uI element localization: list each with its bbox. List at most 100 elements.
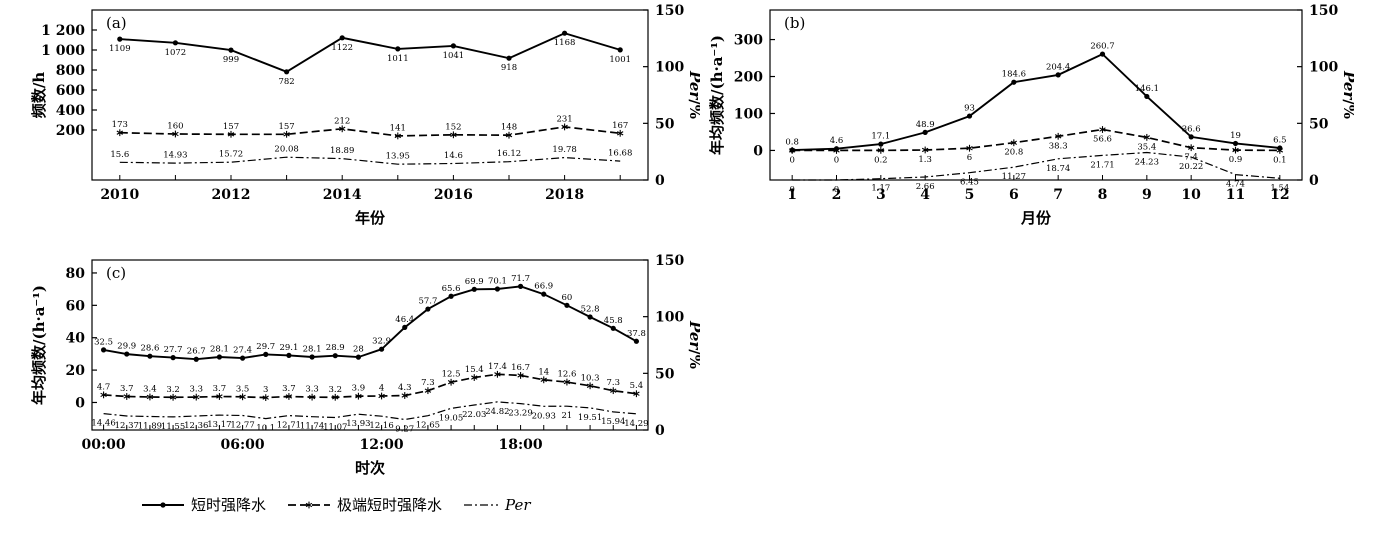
data-label: 4	[379, 384, 384, 394]
asterisk-marker	[332, 393, 339, 401]
x-tick-label: 11	[1226, 187, 1245, 203]
data-label: 782	[278, 77, 294, 87]
right-tick-label: 0	[655, 173, 665, 189]
legend-line-dashdot-icon	[464, 503, 499, 506]
data-label: 6.5	[1273, 136, 1287, 146]
data-label: 14.29	[624, 419, 648, 429]
dot-marker	[124, 351, 130, 357]
data-label: 70.1	[488, 276, 507, 286]
data-label: 23.29	[508, 409, 532, 419]
data-label: 57.7	[418, 297, 437, 307]
data-label: 14.93	[163, 151, 187, 161]
data-label: 48.9	[916, 120, 935, 130]
data-label: 29.7	[256, 342, 275, 352]
data-label: 3.3	[305, 385, 319, 395]
dot-marker	[966, 113, 973, 119]
asterisk-marker	[227, 130, 235, 138]
dot-marker	[100, 347, 107, 353]
asterisk-marker	[338, 125, 346, 133]
data-label: 11.07	[323, 422, 347, 432]
asterisk-marker	[447, 378, 455, 386]
data-label: 1001	[609, 55, 631, 65]
dot-marker	[1055, 72, 1061, 78]
data-label: 4.3	[398, 383, 412, 393]
asterisk-marker	[146, 393, 154, 401]
dot-marker	[448, 293, 454, 299]
data-label: 19.78	[552, 145, 576, 155]
data-label: 10.3	[581, 373, 600, 383]
left-tick-label: 200	[56, 123, 85, 139]
x-tick-label: 8	[1098, 187, 1108, 203]
left-tick-label: 100	[734, 106, 763, 122]
data-label: 15.4	[465, 365, 484, 375]
data-label: 1011	[387, 54, 409, 64]
asterisk-marker	[788, 147, 796, 154]
left-tick-label: 0	[753, 143, 763, 159]
asterisk-marker	[283, 130, 290, 138]
dot-marker	[494, 286, 501, 292]
left-tick-label: 200	[734, 70, 763, 86]
data-label: 45.8	[604, 316, 623, 326]
asterisk-marker	[285, 393, 293, 400]
data-label: 3.2	[166, 385, 180, 395]
data-label: 46.4	[395, 315, 414, 325]
dot-marker	[564, 302, 570, 308]
asterisk-marker	[505, 131, 513, 139]
data-label: 37.8	[627, 329, 646, 339]
data-label: 0.9	[1229, 155, 1243, 165]
asterisk-marker	[394, 132, 402, 140]
asterisk-marker	[1143, 133, 1151, 141]
data-label: 157	[223, 122, 239, 132]
dot-marker	[216, 354, 223, 360]
data-label: 17.4	[488, 362, 507, 372]
data-label: 0.1	[1273, 155, 1287, 165]
data-label: 2.66	[916, 182, 935, 192]
legend-label-short-duration-rain: 短时强降水	[191, 496, 267, 514]
right-tick-label: 100	[655, 60, 684, 76]
data-label: 20.8	[1004, 148, 1023, 158]
right-tick-label: 100	[655, 310, 684, 326]
data-label: 13.95	[386, 152, 410, 162]
data-label: 38.3	[1049, 141, 1068, 151]
dot-marker	[332, 353, 338, 359]
series-line-solid	[792, 52, 1280, 152]
series-line-dashdot	[103, 401, 637, 421]
asterisk-marker	[305, 501, 313, 508]
data-label: 66.9	[534, 282, 553, 292]
x-axis-title: 年份	[355, 209, 386, 227]
data-label: 3.7	[282, 384, 296, 394]
series-line-dashed	[792, 128, 1280, 152]
data-label: 1122	[331, 43, 353, 53]
data-label: 24.23	[1135, 158, 1159, 168]
x-tick-label: 5	[965, 187, 975, 203]
data-label: 3	[263, 385, 268, 395]
left-tick-label: 600	[56, 83, 85, 99]
data-label: 28.9	[326, 343, 345, 353]
data-label: 3.9	[352, 384, 366, 394]
chart-panel-a: 200 400 600 800 1 000 1 200 0 50 100 150 2010 2012 2…	[28, 0, 704, 232]
series-line-dashdot	[119, 156, 621, 165]
series-line-dashed	[103, 373, 637, 399]
data-label: 3.7	[120, 384, 134, 394]
x-axis-title: 时次	[355, 459, 385, 477]
data-label: 12.77	[230, 421, 254, 431]
dot-marker	[1099, 51, 1106, 57]
left-tick-label: 1 200	[41, 23, 85, 39]
dot-marker	[378, 346, 385, 352]
data-label: 11.89	[138, 422, 162, 432]
data-label: 22.03	[462, 410, 486, 420]
panel-label: (c)	[106, 264, 126, 282]
asterisk-marker	[355, 392, 362, 400]
asterisk-marker	[1187, 144, 1195, 152]
series-line-solid	[103, 285, 637, 361]
series-line-dashdot	[792, 151, 1280, 181]
left-tick-label: 0	[75, 395, 85, 411]
x-tick-label: 18:00	[499, 437, 543, 453]
asterisk-marker	[172, 130, 179, 138]
data-label: 69.9	[465, 277, 484, 287]
asterisk-marker	[401, 392, 408, 399]
chart-panel-c: 0 20 40 60 80 0 50 100 150 00:00 06:00 12:00 18:00 年均…	[28, 250, 704, 482]
right-tick-label: 100	[1309, 60, 1338, 76]
x-tick-label: 12	[1270, 187, 1289, 203]
data-label: 9.27	[395, 424, 414, 434]
